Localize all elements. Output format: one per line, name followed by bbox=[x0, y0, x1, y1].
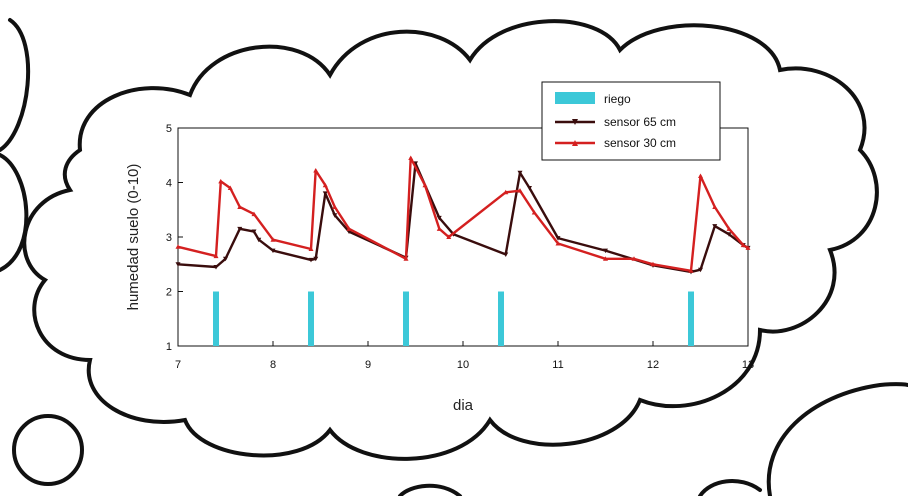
sensor-65-point bbox=[555, 236, 561, 241]
sensor-30-point bbox=[346, 226, 352, 231]
legend-swatch-riego bbox=[555, 92, 595, 104]
legend-label-riego: riego bbox=[604, 92, 631, 106]
riego-bar bbox=[688, 291, 694, 346]
sensor-65-point bbox=[603, 248, 608, 254]
sensor-30-point bbox=[251, 211, 257, 217]
riego-bars bbox=[213, 291, 694, 346]
sensor-30-point bbox=[698, 173, 703, 178]
sensor-30-point bbox=[712, 204, 718, 210]
cloud-left-bump-2 bbox=[0, 153, 29, 272]
sensor-30-point bbox=[436, 226, 442, 231]
sensor-30-point bbox=[503, 189, 509, 195]
y-tick-label: 3 bbox=[166, 232, 172, 244]
sensor-30-point bbox=[726, 226, 732, 231]
sensor-30-point bbox=[531, 209, 537, 215]
sensor-30-point bbox=[745, 245, 751, 250]
x-tick-label: 12 bbox=[647, 359, 659, 371]
legend-label-sensor-30: sensor 30 cm bbox=[604, 136, 676, 150]
legend-marker-sensor-65 bbox=[572, 119, 578, 125]
legend: riego sensor 65 cm sensor 30 cm bbox=[541, 81, 721, 161]
legend-marker-sensor-30 bbox=[572, 140, 578, 146]
thought-bubble-small bbox=[12, 414, 84, 486]
sensor-65-point bbox=[313, 256, 319, 262]
sensor-30-point bbox=[175, 244, 181, 249]
sensor-65-point bbox=[726, 232, 732, 237]
sensor-65-point bbox=[256, 237, 262, 243]
x-tick-label: 10 bbox=[457, 359, 469, 371]
sensor-30-point bbox=[322, 182, 328, 188]
thought-cloud-background bbox=[0, 18, 908, 496]
x-tick-label: 7 bbox=[175, 359, 181, 371]
sensor-30-point bbox=[631, 256, 637, 261]
sensor-30-point bbox=[408, 155, 414, 160]
sensor-30-point bbox=[517, 188, 523, 193]
sensor-65-point bbox=[213, 264, 219, 270]
y-axis-ticks: 1 2 3 4 5 bbox=[166, 123, 183, 353]
sensor-65-point bbox=[322, 191, 328, 196]
sensor-30-point bbox=[237, 204, 243, 210]
riego-bar bbox=[308, 291, 314, 346]
sensor-30-point bbox=[403, 256, 409, 261]
y-tick-label: 1 bbox=[166, 341, 172, 353]
sensor-65-point bbox=[332, 213, 338, 218]
sensor-30-point bbox=[688, 268, 694, 273]
x-tick-label: 13 bbox=[742, 359, 754, 371]
sensor-30-line bbox=[177, 156, 749, 272]
sensor-65-point bbox=[175, 262, 181, 267]
y-axis-label: humedad suelo (0-10) bbox=[125, 164, 142, 311]
sensor-30-point bbox=[213, 253, 219, 259]
sensor-65-point bbox=[308, 257, 314, 263]
sensor-65-point bbox=[223, 256, 228, 262]
riego-bar bbox=[403, 291, 409, 346]
riego-bar bbox=[213, 291, 219, 346]
sensor-30-point bbox=[740, 242, 746, 248]
sensor-30-point bbox=[270, 237, 276, 242]
x-tick-label: 11 bbox=[552, 359, 563, 371]
riego-bar bbox=[498, 291, 504, 346]
sensor-65-point bbox=[237, 226, 243, 232]
sensor-65-point bbox=[270, 248, 276, 254]
sensor-30-point bbox=[332, 204, 338, 210]
x-tick-label: 8 bbox=[270, 359, 276, 371]
sensor-30-point bbox=[422, 182, 428, 188]
sensor-65-point bbox=[712, 224, 718, 229]
sensor-30-point bbox=[227, 185, 233, 190]
sensor-30-point bbox=[446, 234, 452, 239]
sensor-30-point bbox=[218, 178, 224, 184]
sensor-30-point bbox=[308, 246, 314, 251]
sensor-65-point bbox=[503, 252, 509, 257]
sensor-65-point bbox=[251, 229, 257, 235]
sensor-30-point bbox=[603, 256, 608, 261]
cloud-left-bump-1 bbox=[0, 18, 31, 152]
sensor-65-point bbox=[436, 215, 442, 221]
x-axis-ticks: 7 8 9 10 11 12 13 bbox=[175, 341, 754, 371]
sensor-65-point bbox=[517, 170, 523, 176]
cloud-outline bbox=[22, 19, 879, 461]
sensor-30-point bbox=[650, 261, 656, 267]
cloud-bottom-mid-bubble bbox=[398, 483, 462, 496]
sensor-lines bbox=[175, 155, 751, 275]
legend-label-sensor-65: sensor 65 cm bbox=[604, 115, 676, 129]
y-tick-label: 4 bbox=[166, 178, 172, 190]
y-tick-label: 5 bbox=[166, 123, 172, 135]
cloud-bottom-right-bubble bbox=[766, 382, 908, 496]
sensor-65-point bbox=[698, 267, 703, 273]
x-tick-label: 9 bbox=[365, 359, 371, 371]
y-tick-label: 2 bbox=[166, 287, 172, 299]
sensor-30-point bbox=[313, 168, 319, 173]
sensor-65-point bbox=[527, 185, 532, 191]
sensor-30-point bbox=[555, 241, 561, 246]
x-axis-label: dia bbox=[453, 397, 474, 414]
cloud-bottom-right-small bbox=[698, 479, 762, 496]
